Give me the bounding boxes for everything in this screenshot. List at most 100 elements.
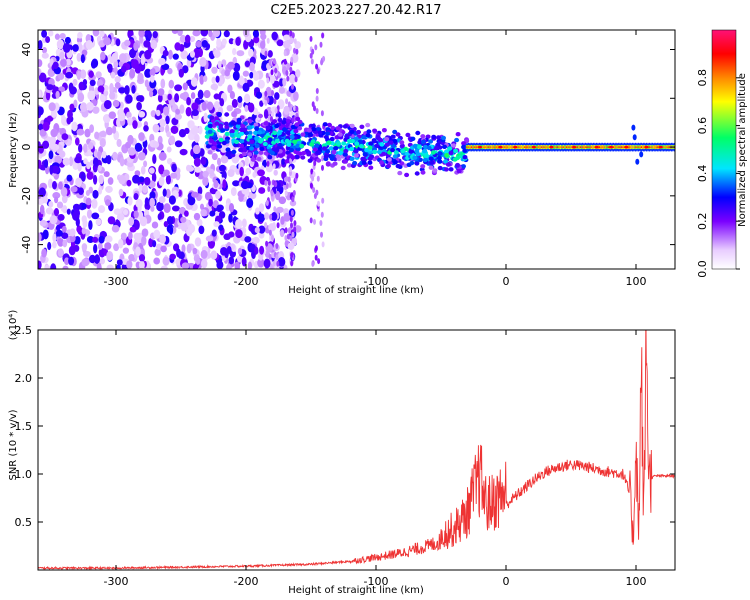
- spectrogram-cell: [276, 39, 284, 47]
- spectrogram-y-tick-label: 0: [20, 144, 33, 151]
- spectrogram-cell: [356, 129, 361, 135]
- spectrogram-cell: [272, 222, 276, 228]
- spectrogram-cell: [315, 189, 319, 196]
- spectrogram-cell: [392, 160, 398, 165]
- spectrogram-cell: [212, 141, 217, 146]
- spectrogram-cell: [594, 145, 599, 149]
- spectrogram-cell: [114, 76, 121, 83]
- spectrogram-cell: [212, 30, 221, 38]
- spectrogram-cell: [437, 165, 443, 171]
- spectrogram-cell: [79, 102, 88, 113]
- spectrogram-cell: [61, 225, 67, 233]
- colorbar-label: Normalized spectral amplitude: [737, 73, 748, 227]
- spectrogram-cell: [175, 170, 181, 181]
- spectrogram-cell: [208, 198, 213, 207]
- spectrogram-cell: [258, 139, 263, 144]
- spectrogram-cell: [138, 183, 143, 193]
- spectrogram-cell: [271, 31, 278, 41]
- spectrogram-cell: [101, 150, 107, 159]
- spectrogram-cell: [311, 126, 317, 132]
- spectrogram-cell: [239, 166, 244, 177]
- spectrogram-cell: [353, 136, 359, 141]
- spectrogram-cell: [151, 221, 159, 229]
- spectrogram-cell: [404, 172, 410, 178]
- spectrogram-cell: [272, 58, 276, 65]
- spectrogram-cell: [174, 113, 182, 120]
- spectrogram-cell: [262, 141, 268, 147]
- spectrogram-cell: [171, 163, 177, 173]
- spectrogram-cell: [221, 38, 227, 46]
- spectrogram-cell: [39, 204, 45, 215]
- spectrogram-cell: [244, 156, 249, 167]
- spectrogram-cell: [395, 163, 401, 169]
- spectrogram-cell: [50, 263, 57, 269]
- spectrogram-cell: [267, 186, 271, 192]
- spectrogram-cell: [67, 109, 73, 120]
- spectrogram-cell: [289, 147, 294, 153]
- spectrogram-cell: [342, 124, 348, 129]
- spectrogram-x-tick-label: 0: [503, 275, 510, 288]
- spectrogram-cell: [119, 53, 127, 63]
- spectrogram-cell: [203, 75, 208, 82]
- spectrogram-cell: [200, 209, 207, 217]
- spectrogram-cell: [289, 166, 293, 173]
- spectrogram-cell: [138, 111, 146, 118]
- spectrogram-cell: [186, 96, 191, 106]
- spectrogram-cell: [75, 177, 83, 188]
- spectrogram-cell: [315, 63, 319, 70]
- spectrogram-cell: [133, 41, 139, 51]
- spectrogram-cell: [42, 47, 47, 54]
- spectrogram-cell: [259, 146, 265, 151]
- spectrogram-cell: [335, 154, 341, 159]
- spectrogram-cell: [166, 131, 171, 138]
- spectrogram-cell: [329, 154, 335, 160]
- spectrogram-cell: [52, 180, 57, 190]
- spectrogram-cell: [74, 137, 80, 146]
- spectrogram-cell: [282, 127, 287, 132]
- spectrogram-cell: [287, 242, 295, 250]
- spectrogram-cell: [285, 130, 291, 135]
- spectrogram-cell: [201, 40, 208, 48]
- colorbar-tick-label: 0.2: [696, 212, 709, 230]
- spectrogram-cell: [207, 123, 213, 128]
- spectrogram-cell: [272, 119, 278, 124]
- spectrogram-cell: [60, 58, 67, 68]
- spectrogram-cell: [366, 129, 372, 134]
- spectrogram-cell: [158, 164, 165, 175]
- spectrogram-xlabel: Height of straight line (km): [288, 285, 424, 296]
- spectrogram-cell: [59, 51, 65, 60]
- spectrogram-cell: [68, 156, 74, 167]
- spectrogram-cell: [244, 236, 252, 243]
- spectrogram-cell: [165, 174, 171, 185]
- spectrogram-cell: [45, 207, 54, 215]
- spectrogram-cell: [216, 157, 222, 166]
- spectrogram-cell: [319, 41, 323, 48]
- spectrogram-cell: [111, 224, 120, 233]
- spectrogram-cell: [312, 147, 318, 152]
- spectrogram-cell: [291, 231, 295, 238]
- spectrogram-cell: [361, 135, 367, 140]
- spectrogram-cell: [274, 107, 278, 114]
- spectrogram-cell: [216, 112, 222, 118]
- spectrogram-cell: [156, 201, 164, 212]
- spectrogram-cell: [201, 101, 207, 111]
- spectrogram-cell: [286, 233, 290, 240]
- spectrogram-cell: [144, 68, 152, 78]
- spectrogram-cell: [159, 125, 165, 133]
- spectrogram-cell: [141, 235, 147, 246]
- spectrogram-cell: [204, 126, 210, 131]
- spectrogram-cell: [332, 161, 338, 166]
- spectrogram-cell: [160, 245, 167, 253]
- spectrogram-cell: [57, 213, 65, 221]
- spectrogram-cell: [55, 55, 60, 62]
- spectrogram-cell: [381, 128, 387, 133]
- spectrogram-cell: [202, 176, 209, 187]
- spectrogram-cell: [232, 47, 237, 56]
- spectrogram-cell: [45, 36, 51, 44]
- spectrogram-cell: [52, 233, 57, 243]
- spectrogram-cell: [57, 72, 65, 80]
- snr-y-tick-label: 2.0: [15, 372, 33, 385]
- spectrogram-cell: [76, 225, 82, 233]
- spectrogram-cell: [432, 168, 438, 173]
- spectrogram-cell: [55, 224, 61, 232]
